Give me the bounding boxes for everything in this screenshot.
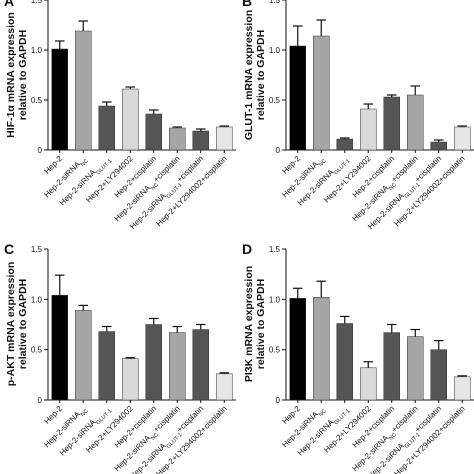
bar (407, 336, 424, 401)
bar (336, 323, 353, 401)
y-tick-label: 1.5 (269, 245, 281, 254)
panel-letter: A (4, 0, 14, 9)
bar (192, 329, 209, 401)
bar (51, 295, 68, 401)
category-label: Hep-2 (42, 404, 64, 426)
bar (289, 298, 306, 401)
bar (145, 113, 162, 151)
panel-letter: D (242, 241, 252, 257)
bar (336, 138, 353, 151)
y-tick-label: 1.5 (31, 0, 43, 5)
bar (75, 30, 92, 151)
panel-d: D PI3K mRNA expressionrelative to GAPDH 0 0… (242, 241, 474, 474)
bar (192, 130, 209, 151)
y-axis-label: HIF-1α mRNA expressionrelative to GAPDH (5, 12, 29, 138)
category-label: Hep-2 (280, 404, 302, 426)
y-tick-label: 0.5 (269, 346, 281, 355)
bar (145, 324, 162, 401)
y-tick-label: 1.0 (269, 295, 281, 304)
y-axis-label: GLUT-1 mRNA expressionrelative to GAPDH (243, 10, 267, 140)
panel-letter: C (4, 241, 14, 257)
bar (98, 331, 115, 401)
y-tick-label: 0.5 (31, 96, 43, 105)
y-tick-label: 1.5 (269, 0, 281, 5)
bar (75, 310, 92, 401)
y-tick-label: 0 (38, 146, 43, 155)
bar (216, 373, 233, 401)
panel-c: Cp-AKT mRNA expressionrelative to GAPDH0… (4, 241, 236, 474)
y-tick-label: 0.5 (31, 346, 43, 355)
bar (383, 332, 400, 401)
bar (122, 88, 139, 151)
bar (454, 376, 471, 401)
y-tick-label: 1.0 (31, 46, 43, 55)
bar (430, 349, 447, 401)
panel-letter: B (242, 0, 252, 9)
y-axis-label: p-AKT mRNA expressionrelative to GAPDH (5, 262, 29, 386)
category-label: Hep-2 (42, 154, 64, 176)
bar (360, 367, 377, 401)
bar (454, 126, 471, 151)
y-tick-label: 1.0 (269, 46, 281, 55)
bar (383, 96, 400, 151)
bar (51, 48, 68, 151)
y-tick-label: 0 (276, 396, 281, 405)
y-tick-label: 1.0 (31, 295, 43, 304)
bar (430, 141, 447, 151)
category-label: Hep-2 (280, 154, 302, 176)
bar (98, 105, 115, 151)
y-tick-label: 1.5 (31, 245, 43, 254)
bar (360, 108, 377, 151)
bar (313, 35, 330, 151)
bar (407, 94, 424, 151)
bar (216, 126, 233, 151)
bar (313, 297, 330, 401)
bar (289, 45, 306, 151)
bar (169, 127, 186, 151)
y-axis-label: PI3K mRNA expressionrelative to GAPDH (243, 266, 267, 382)
y-tick-label: 0 (276, 146, 281, 155)
y-tick-label: 0 (38, 396, 43, 405)
bar (122, 358, 139, 401)
bar (169, 332, 186, 401)
y-tick-label: 0.5 (269, 96, 281, 105)
panel-a: A HIF-1α mRNA expressionrelative to GAPDH… (4, 0, 236, 233)
